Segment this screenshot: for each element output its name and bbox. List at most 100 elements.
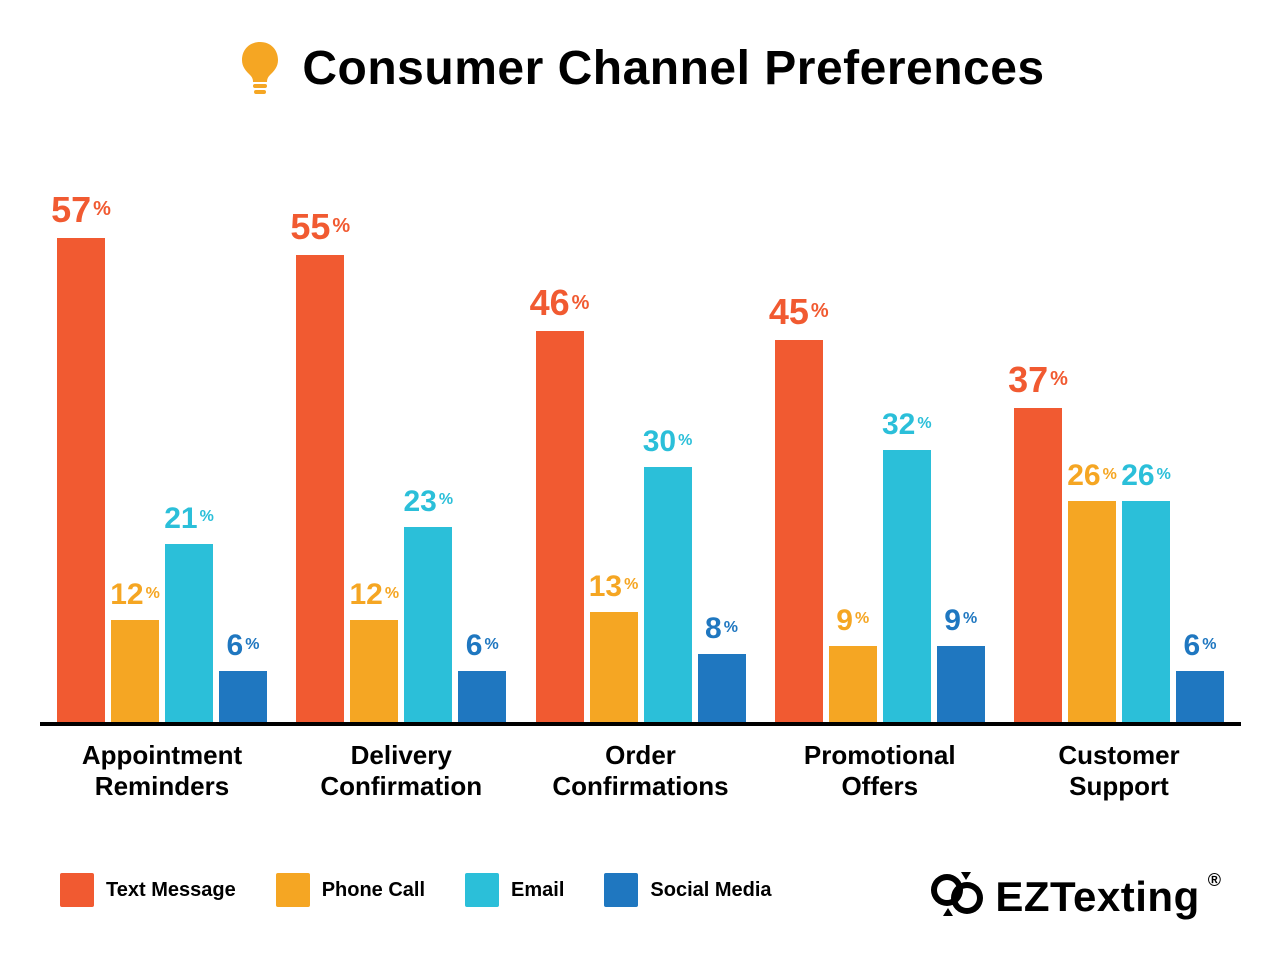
- value-number: 55: [290, 206, 330, 247]
- bar-wrap: 9%: [829, 166, 877, 722]
- legend-text: Phone Call: [322, 879, 425, 902]
- bar-wrap: 6%: [458, 166, 506, 722]
- bar-group: 45%9%32%9%: [766, 166, 994, 722]
- value-label: 6%: [1150, 631, 1250, 661]
- category-label-line: Customer: [1005, 740, 1233, 771]
- value-number: 23: [403, 485, 436, 518]
- value-number: 8: [705, 612, 722, 645]
- bar-wrap: 37%: [1014, 166, 1062, 722]
- value-number: 30: [643, 425, 676, 458]
- bars-container: 57%12%21%6%: [48, 166, 276, 722]
- bar-phone: [350, 620, 398, 722]
- category-label: PromotionalOffers: [766, 740, 994, 802]
- bar-phone: [111, 620, 159, 722]
- value-number: 9: [836, 604, 853, 637]
- bar-phone: [1068, 501, 1116, 722]
- bar-groups: 57%12%21%6%55%12%23%6%46%13%30%8%45%9%32…: [40, 166, 1241, 722]
- percent-icon: %: [724, 619, 738, 636]
- bars-container: 55%12%23%6%: [287, 166, 515, 722]
- legend-swatch: [276, 873, 310, 907]
- percent-icon: %: [963, 610, 977, 627]
- legend: Text MessagePhone CallEmailSocial Media: [60, 873, 772, 907]
- logo-text: EZTexting: [995, 873, 1199, 921]
- bar-social: [937, 646, 985, 723]
- chart-area: 57%12%21%6%55%12%23%6%46%13%30%8%45%9%32…: [40, 166, 1241, 726]
- category-label: AppointmentReminders: [48, 740, 276, 802]
- bar-group: 55%12%23%6%: [287, 166, 515, 722]
- logo-mark-icon: [927, 868, 987, 925]
- bar-email: [404, 527, 452, 723]
- category-label-line: Confirmation: [287, 771, 515, 802]
- category-label-line: Offers: [766, 771, 994, 802]
- brand-logo: EZTexting ®: [927, 868, 1221, 925]
- value-number: 57: [51, 189, 91, 230]
- value-label: 8%: [672, 614, 772, 644]
- value-number: 21: [164, 502, 197, 535]
- legend-swatch: [604, 873, 638, 907]
- value-number: 12: [349, 578, 382, 611]
- percent-icon: %: [1050, 368, 1068, 390]
- percent-icon: %: [1157, 466, 1171, 483]
- bar-wrap: 46%: [536, 166, 584, 722]
- bar-email: [644, 467, 692, 722]
- bar-email: [1122, 501, 1170, 722]
- value-number: 12: [110, 578, 143, 611]
- bar-text: [1014, 408, 1062, 723]
- bar-group: 46%13%30%8%: [527, 166, 755, 722]
- page-title: Consumer Channel Preferences: [302, 41, 1044, 96]
- bars-container: 46%13%30%8%: [527, 166, 755, 722]
- bar-social: [1176, 671, 1224, 722]
- bar-text: [296, 255, 344, 723]
- value-number: 46: [530, 282, 570, 323]
- category-labels: AppointmentReminders DeliveryConfirmation…: [40, 726, 1241, 802]
- percent-icon: %: [439, 491, 453, 508]
- bar-wrap: 9%: [937, 166, 985, 722]
- category-label-line: Delivery: [287, 740, 515, 771]
- value-number: 6: [1184, 629, 1201, 662]
- bar-wrap: 6%: [219, 166, 267, 722]
- bar-wrap: 12%: [111, 166, 159, 722]
- value-number: 6: [227, 629, 244, 662]
- legend-item: Phone Call: [276, 873, 425, 907]
- bar-email: [883, 450, 931, 722]
- category-label-line: Appointment: [48, 740, 276, 771]
- percent-icon: %: [572, 292, 590, 314]
- bars-container: 37%26%26%6%: [1005, 166, 1233, 722]
- value-number: 37: [1008, 359, 1048, 400]
- legend-swatch: [465, 873, 499, 907]
- value-number: 6: [466, 629, 483, 662]
- bar-wrap: 57%: [57, 166, 105, 722]
- bar-text: [536, 331, 584, 722]
- category-label: OrderConfirmations: [527, 740, 755, 802]
- percent-icon: %: [245, 636, 259, 653]
- logo-text-rest: Texting: [1050, 873, 1200, 920]
- logo-text-bold: EZ: [995, 873, 1050, 920]
- bar-wrap: 12%: [350, 166, 398, 722]
- percent-icon: %: [624, 576, 638, 593]
- category-label-line: Reminders: [48, 771, 276, 802]
- percent-icon: %: [811, 300, 829, 322]
- bar-wrap: 32%: [883, 166, 931, 722]
- bar-text: [57, 238, 105, 723]
- percent-icon: %: [1202, 636, 1216, 653]
- bar-phone: [829, 646, 877, 723]
- bar-wrap: 55%: [296, 166, 344, 722]
- category-label-line: Promotional: [766, 740, 994, 771]
- bar-wrap: 6%: [1176, 166, 1224, 722]
- category-label: CustomerSupport: [1005, 740, 1233, 802]
- bar-group: 57%12%21%6%: [48, 166, 276, 722]
- legend-item: Email: [465, 873, 564, 907]
- percent-icon: %: [200, 508, 214, 525]
- value-number: 26: [1121, 459, 1154, 492]
- percent-icon: %: [146, 585, 160, 602]
- bar-group: 37%26%26%6%: [1005, 166, 1233, 722]
- legend-swatch: [60, 873, 94, 907]
- bar-social: [698, 654, 746, 722]
- value-number: 45: [769, 291, 809, 332]
- infographic-page: Consumer Channel Preferences 57%12%21%6%…: [0, 0, 1281, 961]
- legend-item: Social Media: [604, 873, 771, 907]
- percent-icon: %: [93, 198, 111, 220]
- value-number: 9: [944, 604, 961, 637]
- percent-icon: %: [332, 215, 350, 237]
- bar-social: [458, 671, 506, 722]
